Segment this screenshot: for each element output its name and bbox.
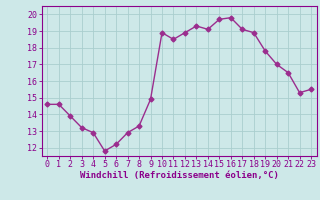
X-axis label: Windchill (Refroidissement éolien,°C): Windchill (Refroidissement éolien,°C) — [80, 171, 279, 180]
